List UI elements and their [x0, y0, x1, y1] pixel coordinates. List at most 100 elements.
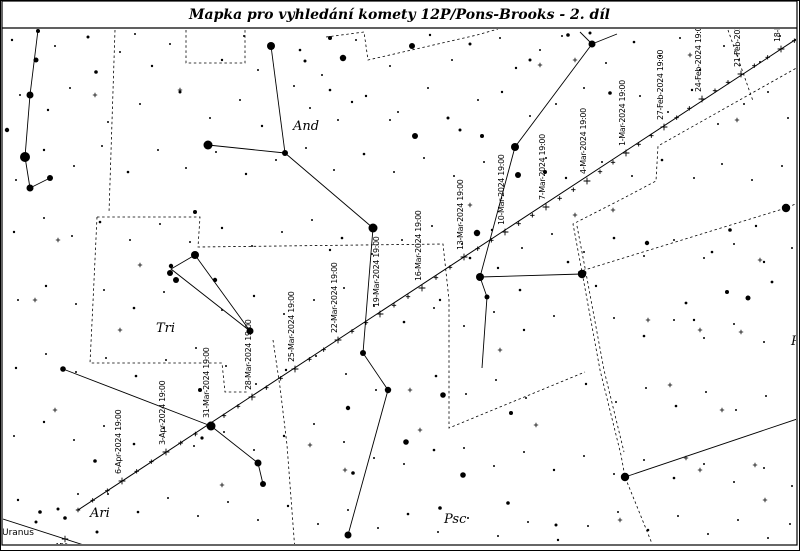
- comet-date-label: 22-Mar-2024 19:00: [330, 262, 339, 333]
- star: [56, 507, 60, 511]
- star: [373, 457, 375, 459]
- star: [313, 299, 315, 301]
- star: [94, 70, 98, 74]
- star: [613, 473, 615, 475]
- star: [54, 45, 56, 47]
- star: [511, 143, 519, 151]
- star: [377, 527, 379, 529]
- star: [588, 31, 592, 35]
- star: [159, 223, 161, 225]
- star: [139, 103, 141, 105]
- star: [473, 229, 481, 237]
- star: [583, 455, 585, 457]
- star: [169, 43, 171, 45]
- star: [255, 383, 257, 385]
- comet-date-label: 13-Mar-2024 19:00: [456, 179, 465, 250]
- star: [167, 497, 169, 499]
- star: [403, 439, 409, 445]
- constellation-label: And: [292, 119, 319, 134]
- star: [107, 121, 109, 123]
- comet-tick-minor: [557, 196, 562, 201]
- faint-object-plus: [752, 462, 758, 468]
- star: [789, 523, 791, 525]
- faint-object-plus: [177, 87, 183, 93]
- comet-tick-minor: [571, 187, 576, 192]
- comet-date-label: 31-Mar-2024 19:00: [202, 347, 211, 418]
- comet-tick-minor: [363, 320, 369, 325]
- star: [339, 54, 347, 62]
- star: [566, 33, 570, 37]
- star: [282, 150, 288, 156]
- star: [728, 228, 732, 232]
- star: [588, 40, 596, 48]
- star: [791, 247, 793, 249]
- star: [132, 306, 136, 310]
- star: [42, 148, 46, 152]
- comet-tick-minor: [516, 221, 521, 226]
- star: [345, 373, 347, 375]
- faint-object-plus: [537, 62, 543, 68]
- star: [360, 350, 366, 356]
- stars-layer: [4, 29, 793, 542]
- star: [12, 230, 16, 234]
- star: [409, 43, 415, 49]
- star: [73, 439, 75, 441]
- star: [566, 260, 570, 264]
- star: [509, 411, 513, 415]
- star: [220, 58, 224, 62]
- star: [601, 161, 603, 163]
- star: [717, 123, 719, 125]
- star: [552, 468, 556, 472]
- star: [47, 175, 53, 181]
- star: [645, 387, 647, 389]
- star: [328, 248, 332, 252]
- star: [427, 87, 429, 89]
- comet-date-label: 4-Mar-2024 19:00: [579, 108, 588, 174]
- star: [433, 307, 435, 309]
- faint-object-plus: [92, 92, 98, 98]
- star: [257, 519, 259, 521]
- star: [762, 260, 766, 264]
- star: [267, 42, 275, 50]
- constellation-boundary: [727, 29, 754, 102]
- star: [710, 250, 714, 254]
- star: [493, 311, 495, 313]
- star: [402, 320, 406, 324]
- comet-date-label: 6-Apr-2024 19:00: [114, 409, 123, 474]
- star: [193, 210, 197, 214]
- star: [617, 511, 619, 513]
- comet-tick-major: [162, 448, 170, 456]
- constellation-boundaries: [89, 29, 796, 544]
- faint-object-plus: [417, 427, 423, 433]
- constellation-boundary: [576, 225, 625, 453]
- star: [351, 471, 355, 475]
- comet-tick-minor: [193, 431, 198, 437]
- star: [191, 251, 199, 259]
- star: [468, 42, 472, 46]
- star: [693, 177, 695, 179]
- star: [672, 476, 676, 480]
- star: [93, 459, 97, 463]
- star: [528, 58, 532, 62]
- star: [313, 423, 315, 425]
- uranus-label: Uranus: [2, 528, 34, 538]
- constellation-label: Psc: [443, 512, 467, 527]
- star: [281, 231, 283, 233]
- star: [515, 172, 521, 178]
- comet-date-label: 3-Apr-2024 19:00: [158, 380, 167, 445]
- faint-object-plus: [52, 407, 58, 413]
- star: [389, 65, 391, 67]
- star: [692, 318, 696, 322]
- comet-date-label: 19-Mar-2024 19:00: [372, 236, 381, 307]
- comet-tick-minor: [149, 459, 154, 464]
- comet-tick-minor: [321, 347, 326, 352]
- comet-tick-minor: [752, 63, 757, 68]
- comet-tick-minor: [725, 80, 731, 85]
- star: [167, 270, 173, 276]
- star: [227, 501, 229, 503]
- star: [553, 315, 555, 317]
- star: [77, 493, 79, 495]
- faint-object-plus: [307, 442, 313, 448]
- constellation-boundary: [89, 216, 249, 393]
- star: [438, 298, 442, 302]
